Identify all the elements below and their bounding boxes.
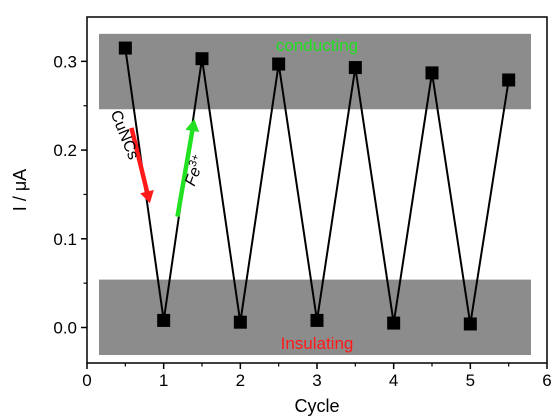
x-tick-label: 0 xyxy=(82,371,91,390)
y-axis-label: I / μA xyxy=(10,169,30,211)
data-point xyxy=(310,313,324,327)
y-tick-label: 0.3 xyxy=(53,52,77,71)
x-tick-label: 2 xyxy=(236,371,245,390)
band-0 xyxy=(99,33,531,110)
data-point xyxy=(387,316,401,330)
data-point xyxy=(348,61,362,75)
data-point xyxy=(118,41,132,55)
x-tick-label: 4 xyxy=(389,371,398,390)
x-axis: 0 1 2 3 4 5 6 xyxy=(82,363,552,390)
x-tick-label: 1 xyxy=(159,371,168,390)
data-point xyxy=(502,73,516,87)
data-point xyxy=(272,57,286,71)
y-tick-label: 0.2 xyxy=(53,141,77,160)
data-point xyxy=(157,313,171,327)
arrow-head-1 xyxy=(185,119,200,132)
arrow-label-1: Fe3+ xyxy=(180,153,209,189)
data-point xyxy=(463,317,477,331)
arrow-shaft-1 xyxy=(175,128,195,217)
x-tick-label: 3 xyxy=(312,371,321,390)
band-layer: conducting Insulating xyxy=(99,33,531,356)
data-point xyxy=(425,66,439,80)
x-tick-label: 6 xyxy=(542,371,551,390)
data-point xyxy=(195,52,209,66)
data-point xyxy=(233,315,247,329)
x-axis-label: Cycle xyxy=(294,396,339,416)
y-axis: 0.0 0.1 0.2 0.3 xyxy=(53,52,87,338)
y-tick-label: 0.1 xyxy=(53,230,77,249)
y-tick-label: 0.0 xyxy=(53,319,77,338)
arrow-head-0 xyxy=(140,190,154,204)
x-tick-label: 5 xyxy=(466,371,475,390)
band-label-0: conducting xyxy=(276,36,358,55)
arrow-shaft-0 xyxy=(129,127,150,194)
band-label-1: Insulating xyxy=(281,334,354,353)
